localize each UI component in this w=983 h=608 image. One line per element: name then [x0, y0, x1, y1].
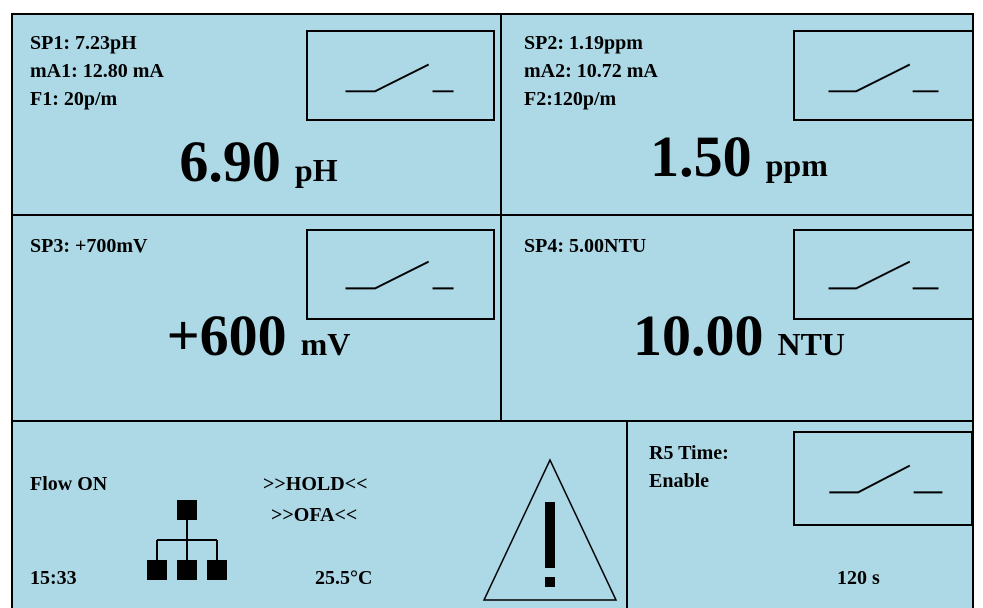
reading-unit: pH	[294, 152, 338, 188]
f2-flow: F2:120p/m	[524, 88, 617, 110]
flow-status: Flow ON	[30, 473, 108, 495]
r5-seconds: 120 s	[837, 567, 880, 589]
temperature: 25.5°C	[315, 567, 373, 589]
panel-status[interactable]: Flow ON >>HOLD<< >>OFA<< 15:33 25.5°C	[11, 420, 628, 608]
ofa-status: >>OFA<<	[271, 504, 358, 526]
reading-value: 10.00	[632, 303, 764, 368]
r5-enable-label: Enable	[649, 470, 710, 492]
reading-sp3: +600 mV	[13, 302, 504, 369]
network-tree-icon	[147, 500, 227, 580]
relay-switch-icon	[793, 30, 974, 121]
reading-value: +600	[166, 303, 287, 368]
relay-switch-icon	[306, 229, 495, 320]
reading-unit: mV	[300, 326, 351, 362]
relay-switch-icon	[793, 431, 973, 526]
reading-sp4: 10.00 NTU	[502, 302, 976, 369]
reading-value: 1.50	[650, 124, 752, 189]
warning-triangle-icon	[482, 458, 618, 601]
reading-unit: NTU	[777, 326, 846, 362]
panel-sp3[interactable]: SP3: +700mV +600 mV	[11, 214, 502, 422]
sp2-setpoint: SP2: 1.19ppm	[524, 32, 643, 54]
panel-sp4[interactable]: SP4: 5.00NTU 10.00 NTU	[500, 214, 974, 422]
clock-time: 15:33	[30, 567, 77, 589]
hold-status: >>HOLD<<	[263, 473, 368, 495]
relay-switch-icon	[306, 30, 495, 121]
sp1-setpoint: SP1: 7.23pH	[30, 32, 137, 54]
reading-sp2: 1.50 ppm	[502, 123, 976, 190]
relay-switch-icon	[793, 229, 974, 320]
reading-value: 6.90	[179, 129, 281, 194]
ma2-output: mA2: 10.72 mA	[524, 60, 658, 82]
ma1-output: mA1: 12.80 mA	[30, 60, 164, 82]
sp3-setpoint: SP3: +700mV	[30, 235, 148, 257]
reading-unit: ppm	[765, 147, 828, 183]
panel-sp2[interactable]: SP2: 1.19ppm mA2: 10.72 mA F2:120p/m 1.5…	[500, 13, 974, 216]
r5-time-label: R5 Time:	[649, 442, 729, 464]
sp4-setpoint: SP4: 5.00NTU	[524, 235, 647, 257]
panel-sp1[interactable]: SP1: 7.23pH mA1: 12.80 mA F1: 20p/m 6.90…	[11, 13, 502, 216]
f1-flow: F1: 20p/m	[30, 88, 118, 110]
panel-r5[interactable]: R5 Time: Enable 120 s	[626, 420, 974, 608]
reading-sp1: 6.90 pH	[13, 128, 504, 195]
